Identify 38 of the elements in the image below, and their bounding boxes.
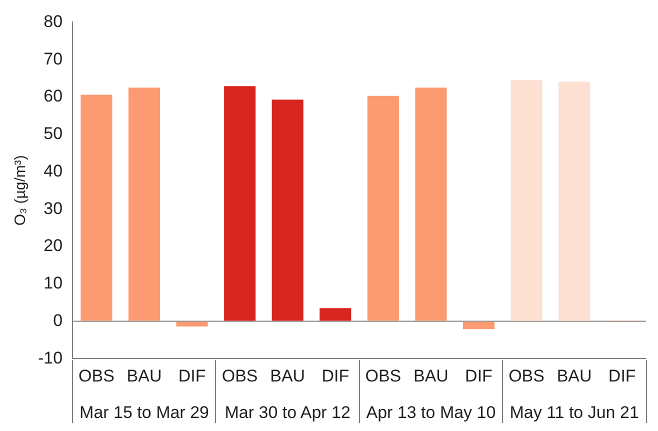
bar <box>415 88 447 321</box>
y-tick-label: 20 <box>44 236 63 256</box>
x-tick-label: OBS <box>78 366 114 386</box>
y-tick-label: 80 <box>44 12 63 31</box>
y-tick-label: 40 <box>44 161 63 180</box>
x-tick-label: DIF <box>322 366 350 386</box>
text: Mar 15 to Mar 29 <box>80 403 209 422</box>
x-tick-label: DIF <box>178 366 206 386</box>
bar <box>224 86 256 321</box>
y-tick-label: 30 <box>44 198 63 218</box>
x-tick-label: DIF <box>608 366 636 386</box>
text: May 11 to Jun 21 <box>510 403 639 422</box>
x-tick-label: OBS <box>365 366 402 386</box>
y-tick-label: 60 <box>44 86 63 106</box>
y-tick-label: 0 <box>53 310 63 330</box>
text: Mar 30 to Apr 12 <box>224 403 350 422</box>
x-tick-label: BAU <box>126 366 162 386</box>
bar <box>510 80 542 321</box>
y-axis-title: O₃ (µg/m³) <box>12 155 30 226</box>
bar <box>320 308 352 321</box>
y-tick-label: -10 <box>38 348 63 368</box>
y-tick-label: 10 <box>44 274 63 293</box>
x-tick-label: DIF <box>465 366 492 386</box>
text: Apr 13 to May 10 <box>366 403 496 422</box>
y-tick-label: 70 <box>44 49 63 68</box>
bar <box>272 100 304 321</box>
x-tick-label: BAU <box>556 366 592 386</box>
x-tick-label: OBS <box>222 366 258 386</box>
bar <box>367 96 399 321</box>
bar <box>176 322 208 326</box>
bar <box>462 322 495 330</box>
bar <box>80 94 112 321</box>
x-tick-label: OBS <box>508 366 544 386</box>
x-tick-label: BAU <box>270 366 306 386</box>
bar <box>558 82 590 321</box>
bar <box>128 88 160 321</box>
y-tick-label: 50 <box>44 124 63 144</box>
x-tick-label: BAU <box>413 366 448 386</box>
